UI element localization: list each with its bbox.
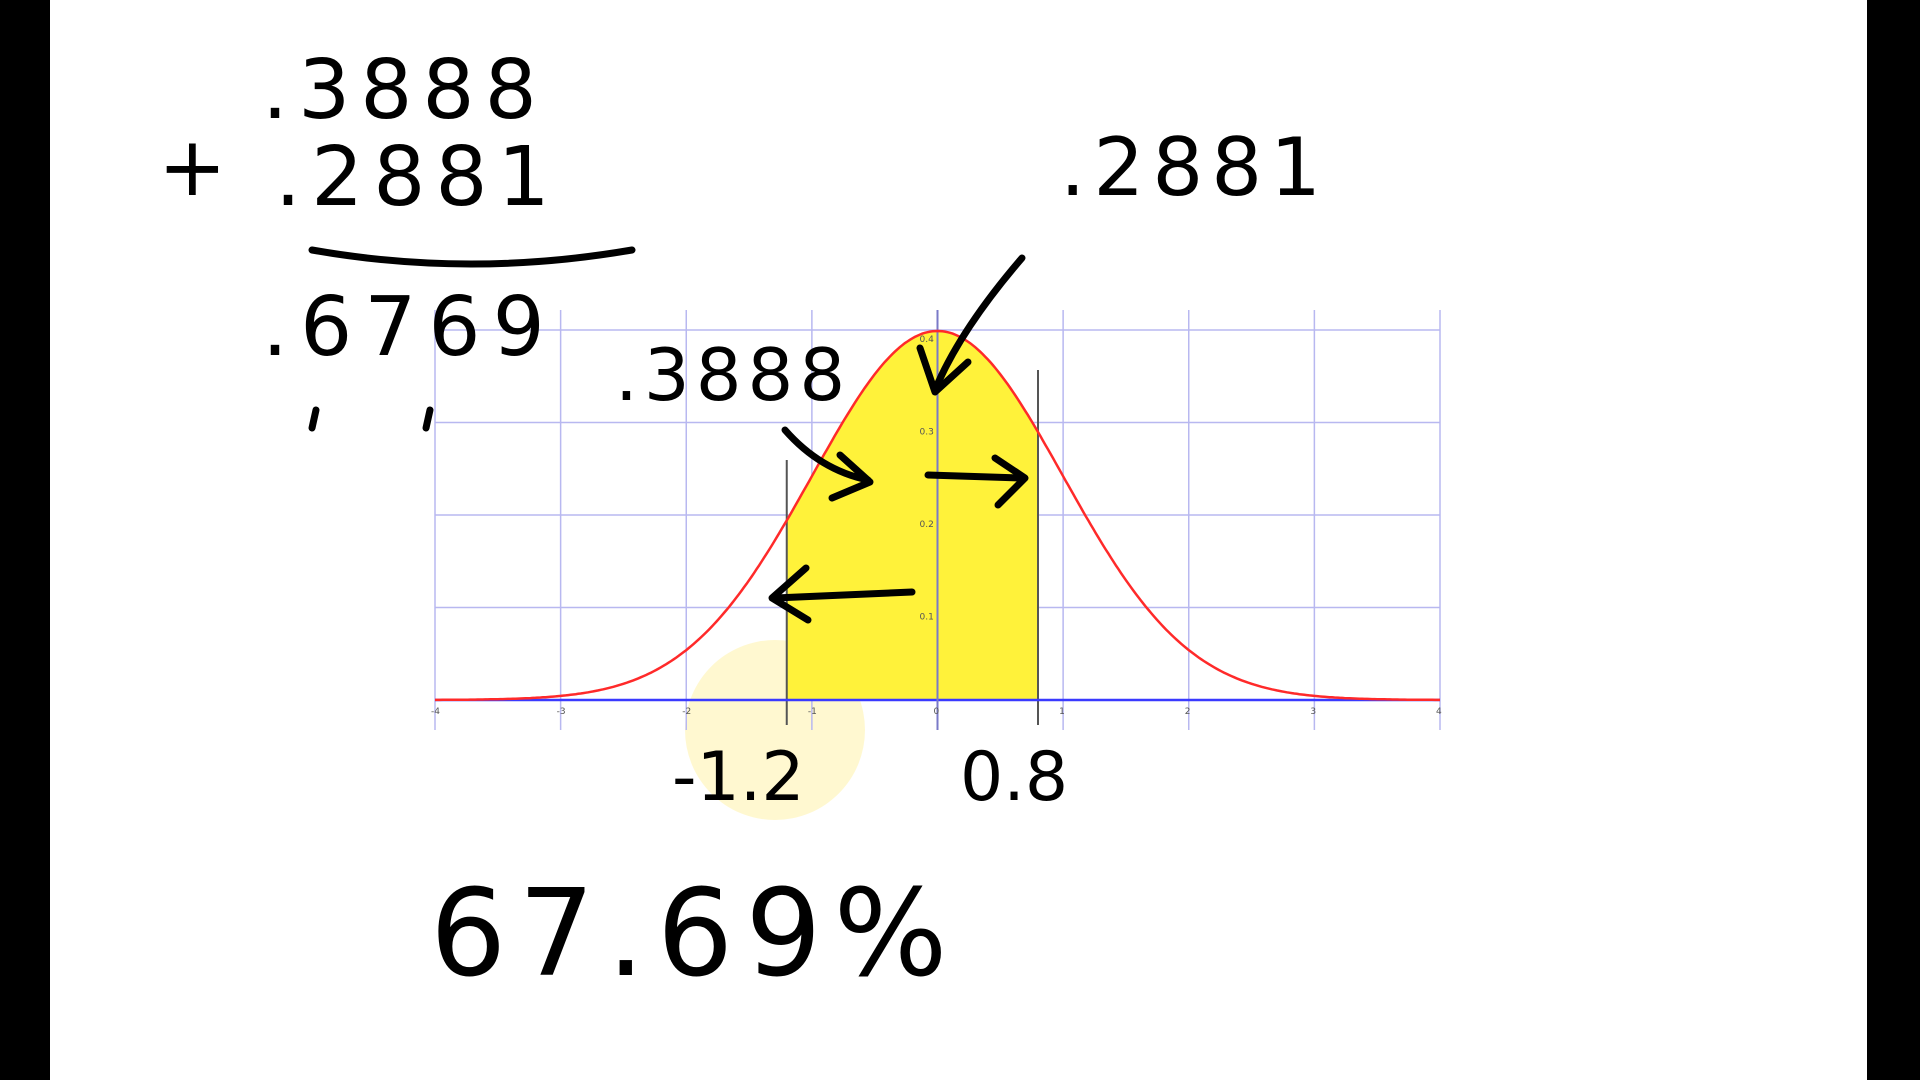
- normal-curve-graph: -4 -3 -2 -1 0 1 2 3 4 0.1 0.2 0.3 0.4: [431, 310, 1442, 730]
- arrow-to-neg-1.2-head: [768, 564, 812, 624]
- addend-1: .3888: [262, 43, 547, 138]
- x-tick-label: 0: [934, 707, 940, 717]
- arrow-to-0.8: [924, 471, 1024, 482]
- percentage-result: 67.69%: [430, 865, 960, 1004]
- y-tick-label: 0.4: [920, 335, 935, 345]
- sum: .6769: [262, 280, 557, 375]
- arrow-right-area: [931, 254, 1026, 394]
- sum-line: [308, 246, 636, 268]
- x-tick-label: -2: [682, 707, 691, 717]
- plus-sign: +: [158, 120, 227, 215]
- normal-curve: [435, 329, 1440, 702]
- x-tick-label: 1: [1059, 707, 1065, 717]
- x-tick-label: -3: [557, 707, 566, 717]
- y-tick-label: 0.2: [920, 520, 934, 530]
- arrow-left-area: [781, 426, 872, 484]
- arrow-left-area-head: [828, 451, 874, 502]
- arrow-right-area-head: [916, 344, 972, 396]
- carry-mark-2: [422, 406, 434, 432]
- addend-2: .2881: [275, 130, 560, 225]
- x-tick-label: 2: [1185, 707, 1191, 717]
- x-tick-label: 3: [1310, 707, 1316, 717]
- x-tick-label: -4: [431, 707, 440, 717]
- shaded-area: [786, 330, 1038, 700]
- carry-mark-1: [308, 406, 320, 432]
- y-tick-label: 0.1: [920, 613, 934, 623]
- left-area-label: .3888: [615, 333, 851, 417]
- x-tick-label: -1: [808, 707, 817, 717]
- z-left-label: -1.2: [672, 738, 805, 817]
- arrow-to-neg-1.2: [771, 588, 916, 602]
- y-tick-label: 0.3: [920, 428, 934, 438]
- x-tick-label: 4: [1436, 707, 1442, 717]
- arrow-to-0.8-head: [991, 454, 1029, 509]
- right-area-label: .2881: [1060, 121, 1329, 214]
- z-right-label: 0.8: [960, 738, 1068, 817]
